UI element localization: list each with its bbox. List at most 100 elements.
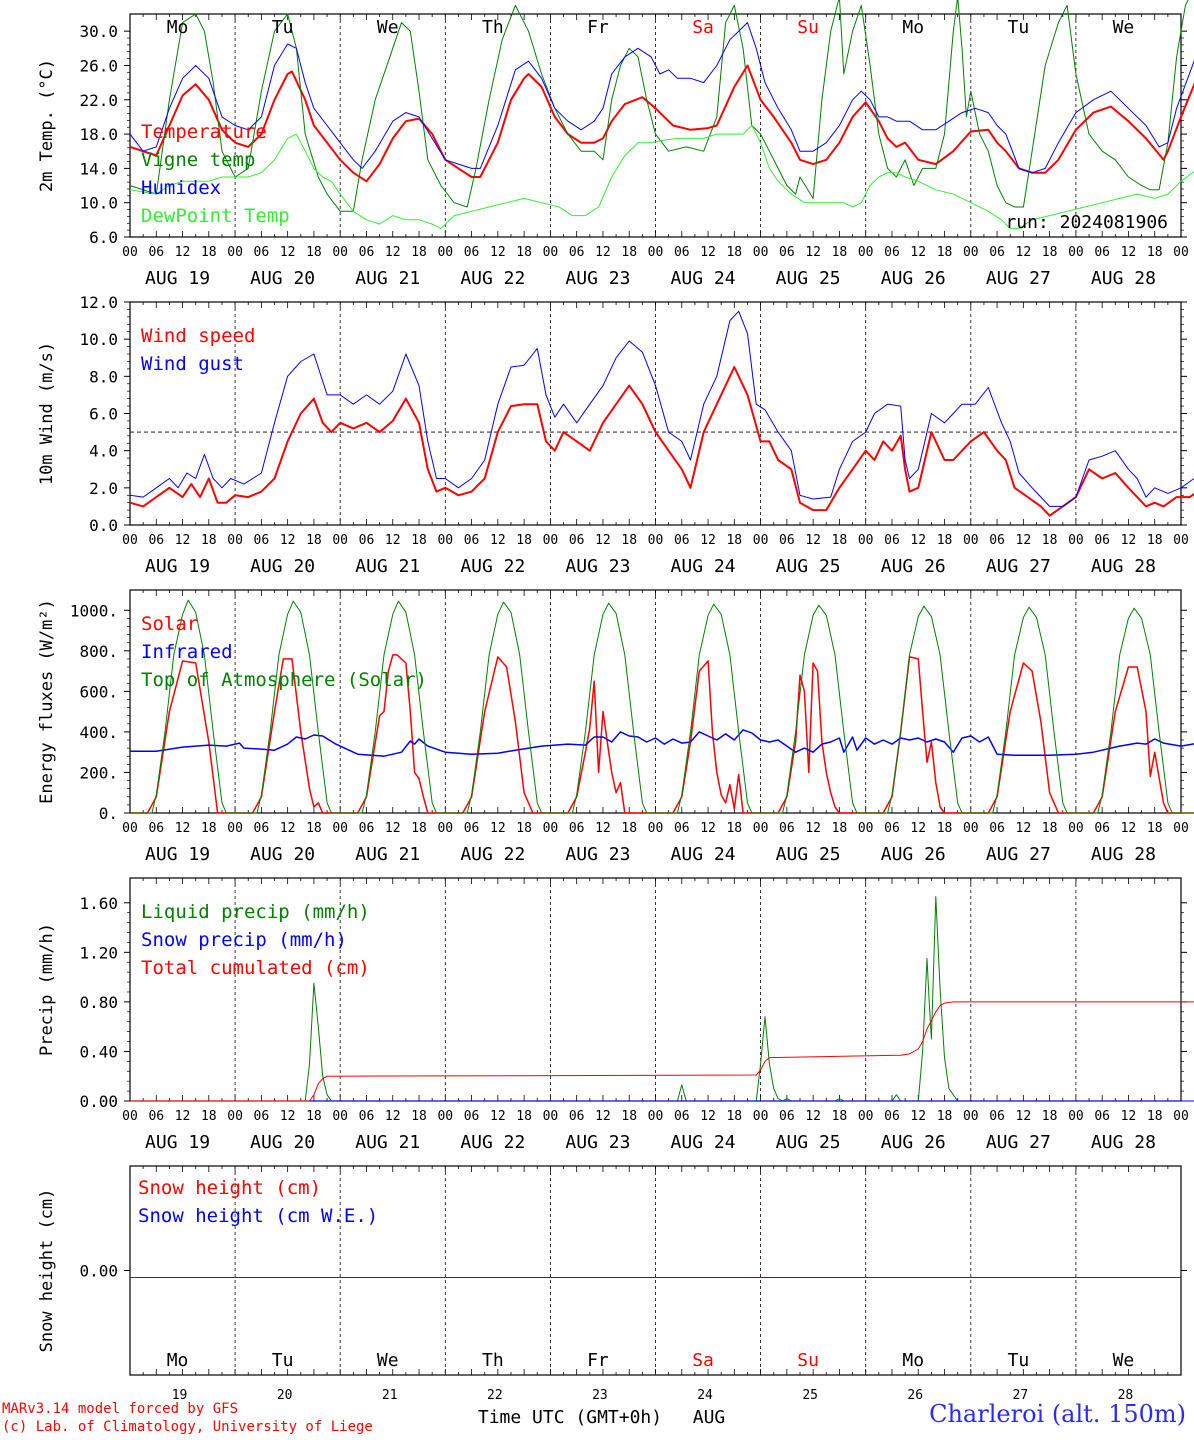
y-tick-label: 600.: [79, 682, 118, 701]
y-axis-label: 10m Wind (m/s): [37, 342, 57, 485]
hour-tick-label: 06: [1094, 533, 1110, 548]
hour-tick-label: 12: [1016, 821, 1032, 836]
hour-tick-label: 18: [937, 533, 953, 548]
hour-tick-label: 18: [1042, 821, 1058, 836]
hour-tick-label: 18: [201, 533, 217, 548]
weekday-label-top: Mo: [167, 17, 189, 38]
hour-tick-label: 12: [700, 245, 716, 260]
date-label: AUG 25: [776, 556, 841, 577]
hour-tick-label: 06: [359, 821, 375, 836]
date-label: AUG 27: [986, 268, 1051, 289]
day-number-label: 22: [487, 1388, 503, 1403]
hour-tick-label: 12: [805, 533, 821, 548]
hour-tick-label: 18: [937, 245, 953, 260]
date-label: AUG 23: [565, 556, 630, 577]
hour-tick-label: 06: [779, 821, 795, 836]
hour-tick-label: 00: [332, 245, 348, 260]
hour-tick-label: 06: [464, 533, 480, 548]
hour-tick-label: 06: [569, 245, 585, 260]
weekday-label-bottom: Tu: [272, 1350, 294, 1371]
y-tick-label: 200.: [79, 763, 118, 782]
hour-tick-label: 06: [989, 533, 1005, 548]
hour-tick-label: 00: [1173, 533, 1189, 548]
hour-tick-label: 00: [227, 533, 243, 548]
date-label: AUG 22: [460, 268, 525, 289]
hour-tick-label: 06: [254, 245, 270, 260]
weekday-label-bottom: Tu: [1008, 1350, 1030, 1371]
hour-tick-label: 18: [937, 1109, 953, 1124]
y-tick-label: 1.20: [79, 943, 118, 962]
series-humidex: [129, 22, 1194, 174]
weekday-label-bottom: Th: [482, 1350, 504, 1371]
date-label: AUG 27: [986, 1132, 1051, 1153]
hour-tick-label: 12: [385, 1109, 401, 1124]
hour-tick-label: 00: [648, 821, 664, 836]
weekday-label-top: Su: [797, 17, 819, 38]
hour-tick-label: 06: [254, 821, 270, 836]
hour-tick-label: 12: [1016, 1109, 1032, 1124]
hour-tick-label: 12: [175, 533, 191, 548]
hour-tick-label: 06: [464, 1109, 480, 1124]
hour-tick-label: 00: [437, 245, 453, 260]
hour-tick-label: 12: [805, 821, 821, 836]
weekday-label-bottom: Mo: [167, 1350, 189, 1371]
legend-entry: Snow precip (mm/h): [141, 929, 347, 951]
y-tick-label: 18.0: [79, 125, 118, 144]
hour-tick-label: 12: [1121, 533, 1137, 548]
hour-tick-label: 00: [963, 821, 979, 836]
location-title: Charleroi (alt. 150m): [929, 1400, 1186, 1428]
hour-tick-label: 12: [910, 821, 926, 836]
hour-tick-label: 06: [884, 821, 900, 836]
date-label: AUG 20: [250, 268, 315, 289]
date-label: AUG 28: [1091, 1132, 1156, 1153]
weekday-label-bottom: We: [1113, 1350, 1135, 1371]
hour-tick-label: 00: [648, 245, 664, 260]
hour-tick-label: 00: [437, 821, 453, 836]
y-axis-label: 2m Temp. (°C): [37, 59, 57, 192]
month-label: AUG: [693, 1407, 726, 1428]
hour-tick-label: 12: [175, 245, 191, 260]
date-label: AUG 26: [881, 268, 946, 289]
hour-tick-label: 06: [989, 1109, 1005, 1124]
hour-tick-label: 00: [543, 1109, 559, 1124]
hour-tick-label: 18: [1042, 1109, 1058, 1124]
hour-tick-label: 18: [621, 821, 637, 836]
hour-tick-label: 06: [779, 533, 795, 548]
y-tick-label: 0.80: [79, 993, 118, 1012]
date-label: AUG 25: [776, 844, 841, 865]
hour-tick-label: 06: [359, 1109, 375, 1124]
hour-tick-label: 00: [332, 821, 348, 836]
hour-tick-label: 18: [411, 821, 427, 836]
hour-tick-label: 12: [280, 245, 296, 260]
weekday-label-bottom: Su: [797, 1350, 819, 1371]
hour-tick-label: 06: [674, 1109, 690, 1124]
hour-tick-label: 00: [858, 533, 874, 548]
hour-tick-label: 06: [779, 1109, 795, 1124]
weekday-label-bottom: Mo: [902, 1350, 924, 1371]
weekday-label-top: Sa: [692, 17, 714, 38]
legend-entry: Wind gust: [141, 353, 244, 375]
y-axis-label: Precip (mm/h): [37, 923, 57, 1056]
hour-tick-label: 12: [490, 821, 506, 836]
hour-tick-label: 18: [832, 533, 848, 548]
date-label: AUG 25: [776, 1132, 841, 1153]
date-label: AUG 24: [671, 844, 736, 865]
y-tick-label: 400.: [79, 723, 118, 742]
day-number-label: 21: [382, 1388, 398, 1403]
hour-tick-label: 18: [621, 245, 637, 260]
date-label: AUG 21: [355, 556, 420, 577]
hour-tick-label: 00: [963, 245, 979, 260]
date-label: AUG 19: [145, 844, 210, 865]
hour-tick-label: 12: [910, 245, 926, 260]
hour-tick-label: 18: [411, 245, 427, 260]
hour-tick-label: 06: [148, 821, 164, 836]
panel-5: 0.00 Snow height (cm) Snow height (cm) Snow…: [37, 1165, 1187, 1376]
hour-tick-label: 18: [411, 533, 427, 548]
weekday-label-top: We: [377, 17, 399, 38]
hour-tick-label: 06: [464, 245, 480, 260]
series-wind-speed: [129, 366, 1194, 517]
date-label: AUG 25: [776, 268, 841, 289]
y-tick-label: 10.0: [79, 194, 118, 213]
hour-tick-label: 12: [490, 245, 506, 260]
day-number-label: 19: [172, 1388, 188, 1403]
